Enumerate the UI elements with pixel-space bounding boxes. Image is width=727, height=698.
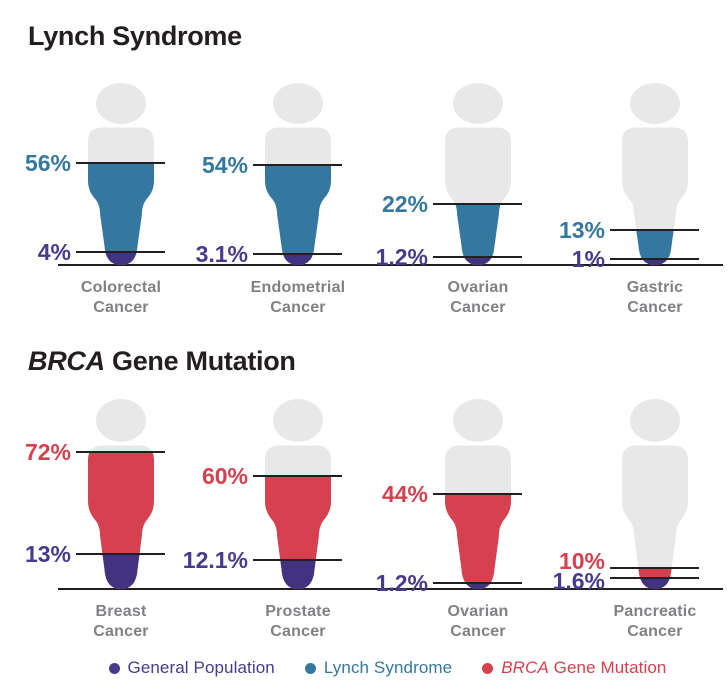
legend-dot-icon [482, 662, 494, 674]
category-name-line2: Cancer [93, 622, 149, 640]
legend-item: General Population [108, 658, 275, 678]
legend-label-text: General Population [127, 658, 275, 677]
population-percent-label: 12.1% [182, 546, 248, 573]
legend-label: BRCA Gene Mutation [501, 658, 666, 678]
category-name-line2: Cancer [93, 298, 149, 316]
population-level-line [610, 257, 699, 260]
legend-item: BRCA Gene Mutation [482, 658, 666, 678]
category-name-line1: Endometrial [250, 279, 346, 296]
category-name-line1: Colorectal [80, 279, 162, 296]
population-percent-label: 13% [24, 541, 71, 568]
legend-label-italic-part: BRCA [501, 658, 549, 677]
population-percent-label: 1.6% [552, 567, 605, 594]
category-name-line2: Cancer [270, 622, 326, 640]
category-name-line2: Cancer [450, 298, 506, 316]
category-name-line2: Cancer [627, 622, 683, 640]
legend-dot-icon [304, 662, 316, 674]
risk-level-line [610, 229, 699, 232]
category-name-line1: Pancreatic [613, 603, 697, 620]
person-figure-icon [622, 399, 688, 589]
risk-level-line [253, 474, 342, 477]
legend-label-text: Gene Mutation [548, 658, 667, 677]
category-name-line1: Breast [95, 603, 147, 620]
risk-level-line [433, 203, 522, 206]
risk-level-line [610, 567, 699, 570]
category-name-line1: Gastric [626, 279, 684, 296]
category-name-line1: Ovarian [447, 603, 509, 620]
person-figure-icon [265, 83, 331, 265]
category-name-line2: Cancer [270, 298, 326, 316]
person-figure-icon [622, 83, 688, 265]
category-label: Prostate Cancer [213, 602, 383, 641]
silhouette-base [622, 399, 688, 589]
population-level-line [433, 581, 522, 584]
population-level-line [76, 553, 165, 556]
population-percent-label: 1.2% [375, 244, 428, 271]
risk-level-line [76, 162, 165, 165]
section-title: Lynch Syndrome [28, 20, 242, 53]
population-percent-label: 1% [571, 245, 605, 272]
baseline [58, 587, 723, 590]
category-label: Ovarian Cancer [393, 602, 563, 641]
legend: General Population Lynch Syndrome BRCA G… [0, 653, 727, 683]
category-label: Colorectal Cancer [36, 278, 206, 317]
section-title-text: Gene Mutation [104, 346, 296, 376]
section-title-text: Lynch Syndrome [28, 21, 242, 51]
category-name-line1: Ovarian [447, 279, 509, 296]
baseline [58, 263, 723, 266]
population-level-line [253, 253, 342, 256]
legend-label: General Population [128, 658, 275, 678]
section-title-italic-part: BRCA [28, 346, 105, 376]
population-level-line [76, 251, 165, 254]
risk-percent-label: 54% [201, 151, 248, 178]
risk-level-line [433, 493, 522, 495]
category-label: Endometrial Cancer [213, 278, 383, 317]
risk-percent-label: 13% [558, 217, 605, 244]
legend-label-text: Lynch Syndrome [323, 658, 453, 677]
risk-percent-label: 60% [201, 462, 248, 489]
population-level-line [253, 558, 342, 561]
category-label: Ovarian Cancer [393, 278, 563, 317]
legend-item: Lynch Syndrome [304, 658, 452, 678]
category-name-line1: Prostate [265, 603, 331, 620]
category-name-line2: Cancer [450, 622, 506, 640]
risk-percent-label: 56% [24, 150, 71, 177]
population-level-line [610, 576, 699, 579]
risk-level-line [253, 163, 342, 166]
category-name-line2: Cancer [627, 298, 683, 316]
risk-percent-label: 72% [24, 439, 71, 466]
section-title: BRCA Gene Mutation [28, 345, 296, 378]
population-level-line [433, 256, 522, 259]
legend-dot-icon [108, 662, 120, 674]
legend-label: Lynch Syndrome [324, 658, 452, 678]
population-percent-label: 3.1% [195, 241, 248, 268]
risk-level-line [76, 451, 165, 454]
population-percent-label: 4% [37, 239, 71, 266]
risk-percent-label: 44% [381, 481, 428, 507]
risk-percent-label: 10% [558, 548, 605, 575]
category-label: Breast Cancer [36, 602, 206, 641]
risk-percent-label: 22% [381, 191, 428, 218]
category-label: Pancreatic Cancer [570, 602, 727, 641]
category-label: Gastric Cancer [570, 278, 727, 317]
population-percent-label: 1.2% [375, 569, 428, 596]
